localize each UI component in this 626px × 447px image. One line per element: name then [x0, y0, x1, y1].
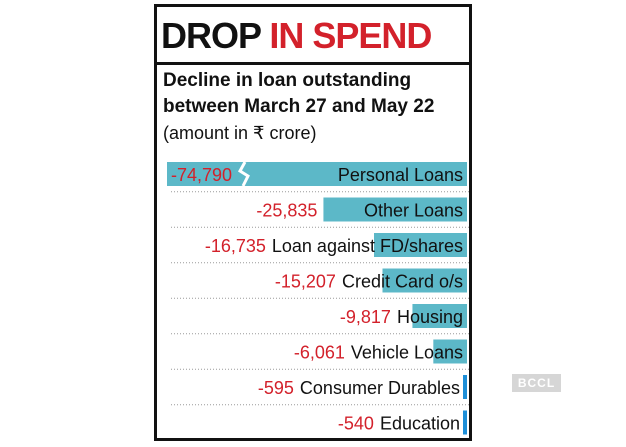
- category-label-4: Housing: [397, 307, 463, 327]
- bar-0: [167, 162, 467, 186]
- category-label-5: Vehicle Loans: [351, 343, 463, 363]
- headline-part-1: DROP: [161, 15, 261, 56]
- value-label-7: -540: [338, 414, 374, 434]
- bar-5: [433, 339, 467, 364]
- bar-7: [463, 410, 467, 435]
- value-label-4: -9,817: [340, 307, 391, 327]
- headline-part-2: IN SPEND: [269, 15, 432, 56]
- bar-6: [463, 375, 467, 399]
- value-label-0: -74,790: [171, 165, 232, 185]
- bar-chart: Personal Loans -74,790 Other Loans -25,835 L…: [167, 161, 469, 441]
- value-label-3: -15,207: [275, 272, 336, 292]
- category-label-1: Other Loans: [364, 201, 463, 221]
- bar-4: [412, 304, 467, 328]
- bar-1: [323, 197, 467, 222]
- category-label-3: Credit Card o/s: [342, 272, 463, 292]
- bar-3: [382, 268, 467, 293]
- value-label-6: -595: [258, 378, 294, 398]
- value-label-2: -16,735: [205, 236, 266, 256]
- category-label-2: Loan against FD/shares: [272, 236, 463, 256]
- category-label-0: Personal Loans: [338, 165, 463, 185]
- value-label-5: -6,061: [294, 343, 345, 363]
- headline-divider: [157, 62, 469, 65]
- value-label-1: -25,835: [256, 201, 317, 221]
- top-border: [157, 4, 469, 7]
- unit-note: (amount in ₹ crore): [163, 123, 317, 143]
- category-label-6: Consumer Durables: [300, 378, 460, 398]
- bar-2: [374, 233, 467, 257]
- infographic-panel: DROP IN SPEND Decline in loan outstandin…: [154, 4, 472, 441]
- category-label-7: Education: [380, 414, 460, 434]
- headline: DROP IN SPEND: [161, 15, 432, 56]
- axis-break-mark: [237, 161, 250, 187]
- chart-subtitle: Decline in loan outstanding between Marc…: [163, 70, 435, 117]
- bottom-border: [157, 438, 469, 441]
- brand-badge: BCCL: [512, 374, 561, 392]
